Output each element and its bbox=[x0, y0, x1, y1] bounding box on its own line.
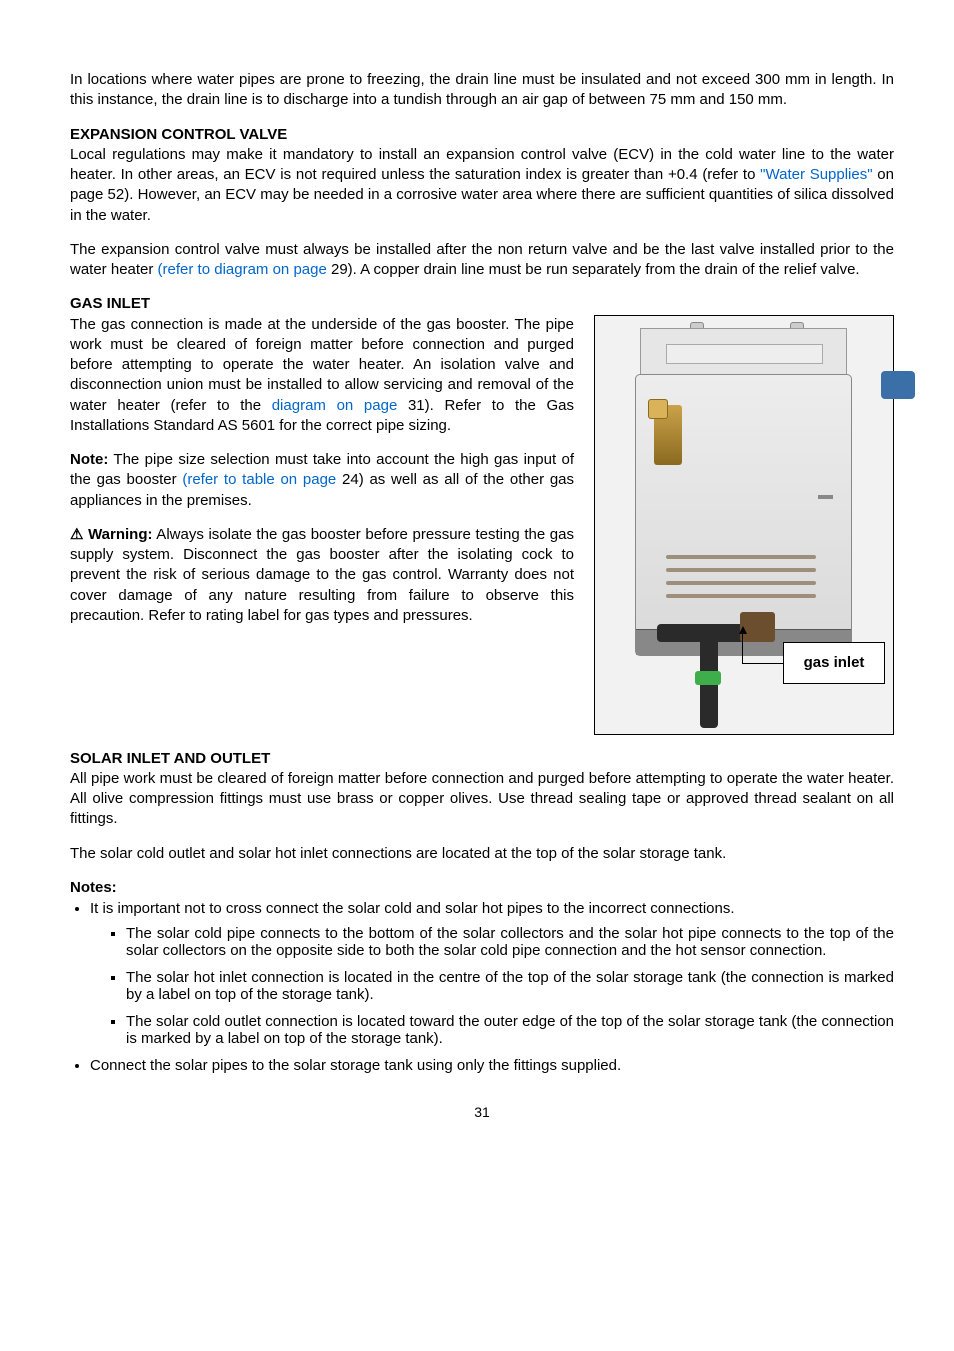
arrow-head-icon bbox=[739, 626, 747, 634]
arrow-line bbox=[743, 663, 785, 664]
gas-inlet-diagram: gas inlet bbox=[594, 315, 894, 735]
table-p24-link[interactable]: (refer to table on page bbox=[182, 471, 342, 488]
ecv-head: EXPANSION CONTROL VALVE bbox=[70, 125, 894, 145]
gas-head: GAS INLET bbox=[70, 294, 894, 314]
unit-top bbox=[640, 328, 847, 375]
badge-icon bbox=[881, 371, 915, 399]
list-item: The solar cold outlet connection is loca… bbox=[126, 1013, 894, 1047]
solar-p2: The solar cold outlet and solar hot inle… bbox=[70, 844, 894, 864]
grill bbox=[666, 555, 816, 610]
list-item: The solar cold pipe connects to the bott… bbox=[126, 925, 894, 959]
ecv-p1: Local regulations may make it mandatory … bbox=[70, 145, 894, 226]
brass-fitting bbox=[654, 405, 682, 465]
warning-icon: ⚠ bbox=[70, 525, 83, 545]
grill-line bbox=[666, 568, 816, 572]
diagram-p29-link[interactable]: (refer to diagram on page bbox=[158, 261, 331, 278]
water-supplies-link[interactable]: "Water Supplies" bbox=[760, 166, 872, 183]
grill-line bbox=[666, 555, 816, 559]
list-item: Connect the solar pipes to the solar sto… bbox=[90, 1057, 894, 1074]
gas-p1: The gas connection is made at the unders… bbox=[70, 315, 574, 437]
solar-p1: All pipe work must be cleared of foreign… bbox=[70, 769, 894, 830]
list-item: The solar hot inlet connection is locate… bbox=[126, 969, 894, 1003]
text: It is important not to cross connect the… bbox=[90, 900, 735, 917]
gas-note: Note: The pipe size selection must take … bbox=[70, 450, 574, 511]
list-item: It is important not to cross connect the… bbox=[90, 900, 894, 1047]
gas-inlet-label: gas inlet bbox=[783, 642, 885, 684]
slot bbox=[818, 495, 833, 499]
grill-line bbox=[666, 581, 816, 585]
arrow-up bbox=[742, 634, 743, 664]
green-valve bbox=[695, 671, 721, 685]
note-label: Note: bbox=[70, 451, 108, 468]
ecv-p2: The expansion control valve must always … bbox=[70, 240, 894, 281]
text: 29). A copper drain line must be run sep… bbox=[331, 261, 860, 278]
notes-list: It is important not to cross connect the… bbox=[70, 900, 894, 1074]
notes-head: Notes: bbox=[70, 878, 894, 898]
solar-head: SOLAR INLET AND OUTLET bbox=[70, 749, 894, 769]
diagram-p31-link[interactable]: diagram on page bbox=[272, 397, 408, 414]
grill-line bbox=[666, 594, 816, 598]
gas-warning: ⚠ Warning: Always isolate the gas booste… bbox=[70, 525, 574, 626]
page-number: 31 bbox=[70, 1104, 894, 1120]
intro-para: In locations where water pipes are prone… bbox=[70, 70, 894, 111]
notes-sublist: The solar cold pipe connects to the bott… bbox=[90, 925, 894, 1047]
warning-label: Warning: bbox=[83, 526, 152, 543]
label-text: gas inlet bbox=[804, 654, 865, 671]
